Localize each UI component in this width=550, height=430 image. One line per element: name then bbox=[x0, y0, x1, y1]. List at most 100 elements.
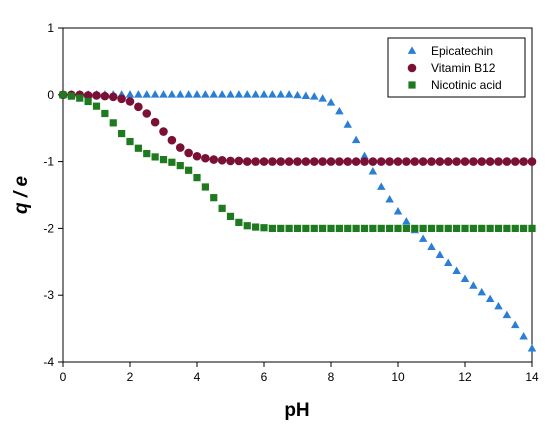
data-point bbox=[59, 91, 67, 99]
data-point bbox=[184, 148, 193, 158]
legend-label: Epicatechin bbox=[431, 44, 493, 58]
data-point bbox=[527, 344, 537, 352]
data-point bbox=[477, 287, 486, 296]
data-point bbox=[143, 149, 151, 158]
data-point bbox=[343, 120, 352, 128]
data-point bbox=[369, 224, 377, 232]
data-point bbox=[251, 157, 260, 166]
data-point bbox=[226, 90, 235, 98]
data-point bbox=[494, 301, 503, 310]
data-point bbox=[393, 207, 403, 215]
legend-label: Nicotinic acid bbox=[431, 78, 502, 92]
x-tick-label: 12 bbox=[458, 370, 472, 384]
data-point bbox=[310, 92, 319, 100]
data-point bbox=[377, 224, 385, 232]
data-point bbox=[485, 294, 495, 303]
y-axis-title: q / e bbox=[11, 176, 32, 214]
legend-marker bbox=[407, 46, 417, 54]
data-point bbox=[268, 224, 276, 232]
legend: Epicatechin Vitamin B12 Nicotinic acid bbox=[387, 37, 526, 98]
data-point bbox=[134, 90, 143, 98]
data-point bbox=[259, 157, 269, 166]
data-point bbox=[368, 166, 378, 175]
data-point bbox=[201, 183, 209, 191]
data-point bbox=[502, 157, 512, 166]
data-point bbox=[502, 310, 512, 319]
data-point bbox=[368, 157, 378, 166]
data-point bbox=[461, 224, 469, 232]
series-epicatechin bbox=[58, 90, 537, 352]
x-axis-title: pH bbox=[284, 400, 309, 421]
x-tick-label: 8 bbox=[328, 370, 335, 384]
data-point bbox=[418, 234, 428, 242]
y-tick-label: 0 bbox=[47, 88, 54, 102]
legend-marker bbox=[408, 81, 416, 89]
data-point bbox=[386, 224, 394, 232]
x-axis-ticks: 0 2 4 6 8 10 12 14 bbox=[60, 362, 539, 384]
data-point bbox=[335, 224, 343, 232]
data-point bbox=[142, 90, 151, 98]
data-point bbox=[427, 224, 436, 232]
plot-area bbox=[62, 27, 533, 363]
data-point bbox=[276, 157, 286, 166]
data-point bbox=[134, 144, 142, 152]
data-point bbox=[452, 266, 461, 274]
y-tick-label: -4 bbox=[43, 355, 54, 369]
data-point bbox=[259, 90, 269, 98]
data-point bbox=[126, 137, 134, 146]
data-point bbox=[419, 224, 427, 232]
data-point bbox=[125, 97, 135, 106]
data-point bbox=[218, 204, 226, 212]
data-point bbox=[92, 91, 101, 100]
data-point bbox=[284, 90, 294, 98]
data-point bbox=[293, 157, 302, 166]
data-point bbox=[234, 156, 244, 166]
data-point bbox=[343, 157, 353, 166]
data-point bbox=[435, 157, 445, 166]
data-point bbox=[217, 90, 227, 98]
data-point bbox=[360, 157, 369, 166]
data-point bbox=[159, 155, 168, 164]
data-point bbox=[301, 157, 311, 166]
data-point bbox=[352, 224, 360, 232]
data-point bbox=[268, 90, 277, 98]
data-point bbox=[83, 91, 93, 100]
y-tick-label: -2 bbox=[43, 221, 54, 235]
x-tick-label: 10 bbox=[391, 370, 405, 384]
data-point bbox=[108, 92, 118, 102]
data-point bbox=[260, 224, 268, 232]
data-point bbox=[494, 157, 503, 166]
data-point bbox=[226, 212, 235, 220]
data-point bbox=[184, 90, 193, 98]
data-point bbox=[469, 281, 478, 289]
data-point bbox=[393, 157, 403, 166]
data-point bbox=[242, 157, 252, 166]
data-point bbox=[469, 224, 477, 232]
data-point bbox=[452, 157, 461, 166]
data-point bbox=[226, 156, 235, 166]
data-point bbox=[402, 217, 411, 225]
x-tick-label: 0 bbox=[60, 370, 67, 384]
data-point bbox=[243, 90, 252, 98]
series-nicotinic-acid bbox=[59, 91, 536, 232]
data-point bbox=[167, 135, 177, 145]
data-point bbox=[427, 242, 436, 250]
data-point bbox=[209, 90, 218, 98]
data-point bbox=[168, 158, 176, 166]
data-point bbox=[527, 157, 537, 166]
data-point bbox=[185, 166, 193, 174]
data-point bbox=[117, 94, 126, 104]
data-point bbox=[385, 195, 394, 203]
data-point bbox=[511, 320, 520, 329]
data-point bbox=[453, 224, 461, 232]
data-point bbox=[510, 157, 520, 166]
data-point bbox=[410, 157, 420, 166]
data-point bbox=[167, 90, 177, 98]
data-points bbox=[58, 90, 537, 352]
data-point bbox=[176, 162, 184, 170]
data-point bbox=[125, 90, 135, 98]
data-point bbox=[301, 91, 311, 99]
data-point bbox=[486, 224, 494, 232]
data-point bbox=[209, 155, 219, 164]
data-point bbox=[285, 224, 293, 232]
